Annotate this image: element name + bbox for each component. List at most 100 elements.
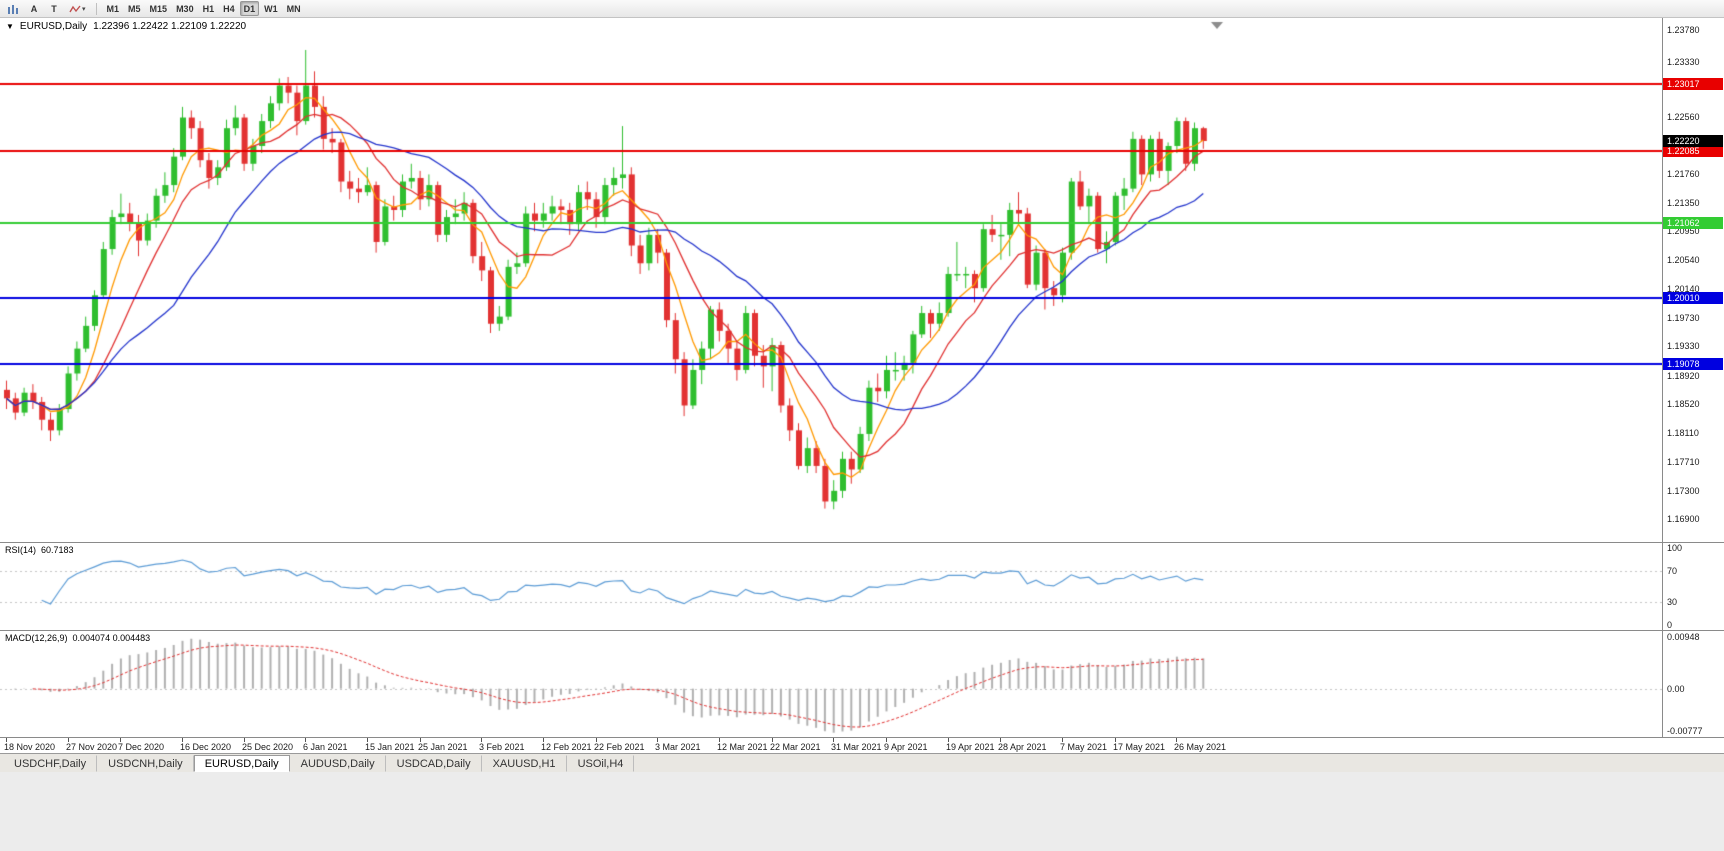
hline-price-label: 1.23017 — [1663, 78, 1723, 91]
macd-chart-canvas[interactable] — [0, 631, 1662, 737]
date-axis-label: 26 May 2021 — [1174, 742, 1227, 752]
date-axis-label: 27 Nov 2020 — [66, 742, 118, 752]
chart-collapse-icon[interactable]: ▼ — [6, 21, 14, 31]
price-axis-tick: 1.20140 — [1667, 283, 1700, 294]
workspace-filler — [0, 772, 1724, 851]
chart-symbol-label: EURUSD,Daily — [19, 21, 88, 32]
date-axis-tick — [886, 738, 887, 742]
date-axis-tick — [719, 738, 720, 742]
date-axis-tick — [596, 738, 597, 742]
date-axis-label: 12 Mar 2021 — [717, 742, 768, 752]
date-axis-tick — [244, 738, 245, 742]
price-axis-tick: 1.17710 — [1667, 456, 1700, 467]
macd-axis-label: 0.00948 — [1667, 632, 1700, 642]
chart-tab-audusd-daily[interactable]: AUDUSD,Daily — [290, 755, 386, 772]
rsi-axis-label: 70 — [1667, 565, 1678, 576]
date-axis-tick — [833, 738, 834, 742]
date-axis-tick — [948, 738, 949, 742]
timeframe-button-m5[interactable]: M5 — [124, 1, 145, 16]
chart-title: ▼ EURUSD,Daily 1.22396 1.22422 1.22109 1… — [6, 21, 246, 32]
chart-ohlc-values: 1.22396 1.22422 1.22109 1.22220 — [93, 21, 247, 32]
axis-border — [1662, 18, 1663, 738]
date-axis-label: 3 Mar 2021 — [655, 742, 701, 752]
chart-tab-eurusd-daily[interactable]: EURUSD,Daily — [193, 755, 290, 772]
timeframe-button-d1[interactable]: D1 — [239, 1, 260, 16]
rsi-value: 60.7183 — [41, 545, 74, 555]
date-axis-tick — [1062, 738, 1063, 742]
price-axis-tick: 1.22560 — [1667, 111, 1700, 122]
timeframe-button-m1[interactable]: M1 — [103, 1, 124, 16]
macd-axis-label: 0.00 — [1667, 683, 1685, 694]
annotation-a-button[interactable]: A — [25, 1, 43, 16]
date-axis-tick — [1176, 738, 1177, 742]
dropdown-arrow-icon: ▾ — [82, 5, 86, 13]
rsi-panel: RSI(14) 60.7183 100 70 30 0 — [0, 543, 1724, 630]
rsi-chart-canvas[interactable] — [0, 543, 1662, 630]
price-axis-tick: 1.20540 — [1667, 255, 1700, 266]
timeframe-button-w1[interactable]: W1 — [260, 1, 282, 16]
date-axis-tick — [367, 738, 368, 742]
date-axis-label: 28 Apr 2021 — [998, 742, 1047, 752]
timeframe-button-m15[interactable]: M15 — [146, 1, 172, 16]
date-axis-label: 18 Nov 2020 — [4, 742, 56, 752]
date-axis-label: 3 Feb 2021 — [479, 742, 525, 752]
macd-indicator-label: MACD(12,26,9) 0.004074 0.004483 — [5, 633, 150, 643]
price-axis-tick: 1.18920 — [1667, 370, 1700, 381]
price-axis-tick: 1.18110 — [1667, 428, 1699, 439]
top-toolbar: A T ▾ M1 M5 M15 M30 H1 H4 D1 W1 MN — [0, 0, 1724, 18]
date-axis-label: 25 Dec 2020 — [242, 742, 294, 752]
price-axis-tick: 1.16900 — [1667, 514, 1700, 525]
current-price-label: 1.22220 — [1663, 135, 1723, 147]
date-axis-label: 22 Feb 2021 — [594, 742, 645, 752]
text-tool-button[interactable]: T — [45, 1, 63, 16]
price-axis-tick: 1.21350 — [1667, 197, 1700, 208]
bar-chart-icon — [8, 4, 18, 14]
macd-axis-label: -0.00777 — [1667, 726, 1703, 736]
date-axis-label: 9 Apr 2021 — [884, 742, 928, 752]
date-axis-label: 12 Feb 2021 — [541, 742, 592, 752]
timeframe-button-h4[interactable]: H4 — [219, 1, 239, 16]
timeframe-button-mn[interactable]: MN — [283, 1, 305, 16]
timeframe-button-m30[interactable]: M30 — [172, 1, 198, 16]
date-axis-label: 19 Apr 2021 — [946, 742, 995, 752]
chart-tab-xauusd-h1[interactable]: XAUUSD,H1 — [482, 755, 567, 772]
rsi-axis-label: 100 — [1667, 543, 1683, 553]
price-axis-tick: 1.19730 — [1667, 313, 1700, 324]
chart-window: ▼ EURUSD,Daily 1.22396 1.22422 1.22109 1… — [0, 18, 1724, 753]
date-axis-tick — [420, 738, 421, 742]
date-axis-tick — [305, 738, 306, 742]
price-chart-canvas[interactable] — [0, 18, 1662, 542]
timeframe-button-h1[interactable]: H1 — [199, 1, 219, 16]
rsi-axis[interactable]: 100 70 30 0 — [1663, 543, 1724, 630]
date-axis-tick — [1115, 738, 1116, 742]
chart-tab-usdcad-daily[interactable]: USDCAD,Daily — [386, 755, 482, 772]
date-axis-tick — [182, 738, 183, 742]
zigzag-icon — [69, 5, 81, 12]
panel-splitter[interactable] — [0, 542, 1724, 543]
price-panel: ▼ EURUSD,Daily 1.22396 1.22422 1.22109 1… — [0, 18, 1724, 542]
macd-values: 0.004074 0.004483 — [72, 633, 151, 643]
price-axis-tick: 1.23780 — [1667, 25, 1700, 36]
date-axis-label: 25 Jan 2021 — [418, 742, 468, 752]
date-axis-tick — [6, 738, 7, 742]
panel-splitter[interactable] — [0, 737, 1724, 738]
date-axis[interactable]: 18 Nov 2020 27 Nov 2020 7 Dec 2020 16 Dec 2… — [0, 738, 1724, 753]
chart-tab-usoil-h4[interactable]: USOil,H4 — [567, 755, 635, 772]
timeframe-group: M1 M5 M15 M30 H1 H4 D1 W1 MN — [103, 1, 305, 16]
rsi-indicator-label: RSI(14) 60.7183 — [5, 545, 74, 555]
macd-axis[interactable]: 0.00948 0.00 -0.00777 — [1663, 631, 1724, 737]
chart-tab-usdcnh-daily[interactable]: USDCNH,Daily — [97, 755, 194, 772]
price-axis-tick: 1.20950 — [1667, 226, 1700, 237]
date-axis-tick — [772, 738, 773, 742]
draw-tools-button[interactable]: ▾ — [65, 1, 90, 16]
chart-window-button[interactable] — [3, 1, 23, 16]
chart-tab-bar: USDCHF,Daily USDCNH,Daily EURUSD,Daily AUDU… — [0, 753, 1724, 772]
price-axis[interactable]: 1.23780 1.23330 1.22560 1.21760 1.21350 1.209… — [1663, 18, 1724, 542]
chart-tab-usdchf-daily[interactable]: USDCHF,Daily — [3, 755, 98, 772]
date-axis-tick — [481, 738, 482, 742]
date-axis-tick — [120, 738, 121, 742]
date-axis-label: 7 Dec 2020 — [118, 742, 165, 752]
rsi-name: RSI(14) — [5, 545, 37, 555]
panel-splitter[interactable] — [0, 630, 1724, 631]
